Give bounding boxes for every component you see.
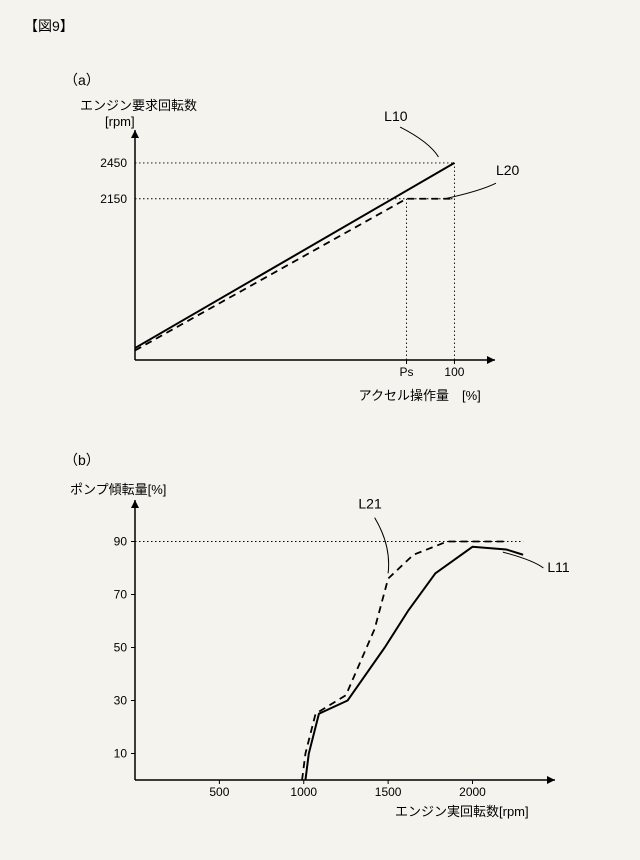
chart-a: L10 L20 2450 2150 エンジン要求回転数[rpm] Ps 100 アクセル操作量… (0, 0, 640, 430)
chart-b: L21 L11 10 30 50 70 90 500 1000 1500 2000 ポンプ傾転量[%]… (0, 430, 640, 860)
svg-text:100: 100 (444, 365, 464, 379)
svg-text:70: 70 (114, 588, 128, 602)
svg-text:[rpm]: [rpm] (105, 114, 135, 129)
svg-text:10: 10 (114, 747, 128, 761)
svg-text:L11: L11 (547, 559, 570, 575)
svg-text:L20: L20 (496, 162, 520, 178)
svg-text:1500: 1500 (375, 785, 402, 799)
svg-text:L21: L21 (358, 495, 382, 511)
svg-text:Ps: Ps (400, 365, 414, 379)
svg-text:30: 30 (114, 694, 128, 708)
svg-text:2150: 2150 (100, 192, 127, 206)
svg-text:アクセル操作量 [%]: アクセル操作量 [%] (359, 388, 481, 403)
svg-text:90: 90 (114, 535, 128, 549)
svg-text:L10: L10 (384, 108, 408, 124)
svg-text:2000: 2000 (459, 785, 486, 799)
svg-text:500: 500 (209, 785, 229, 799)
svg-text:エンジン要求回転数: エンジン要求回転数 (80, 98, 197, 113)
svg-text:ポンプ傾転量[%]: ポンプ傾転量[%] (70, 482, 166, 497)
svg-text:50: 50 (114, 641, 128, 655)
svg-text:2450: 2450 (100, 156, 127, 170)
svg-text:1000: 1000 (290, 785, 317, 799)
svg-text:エンジン実回転数[rpm]: エンジン実回転数[rpm] (395, 804, 529, 819)
